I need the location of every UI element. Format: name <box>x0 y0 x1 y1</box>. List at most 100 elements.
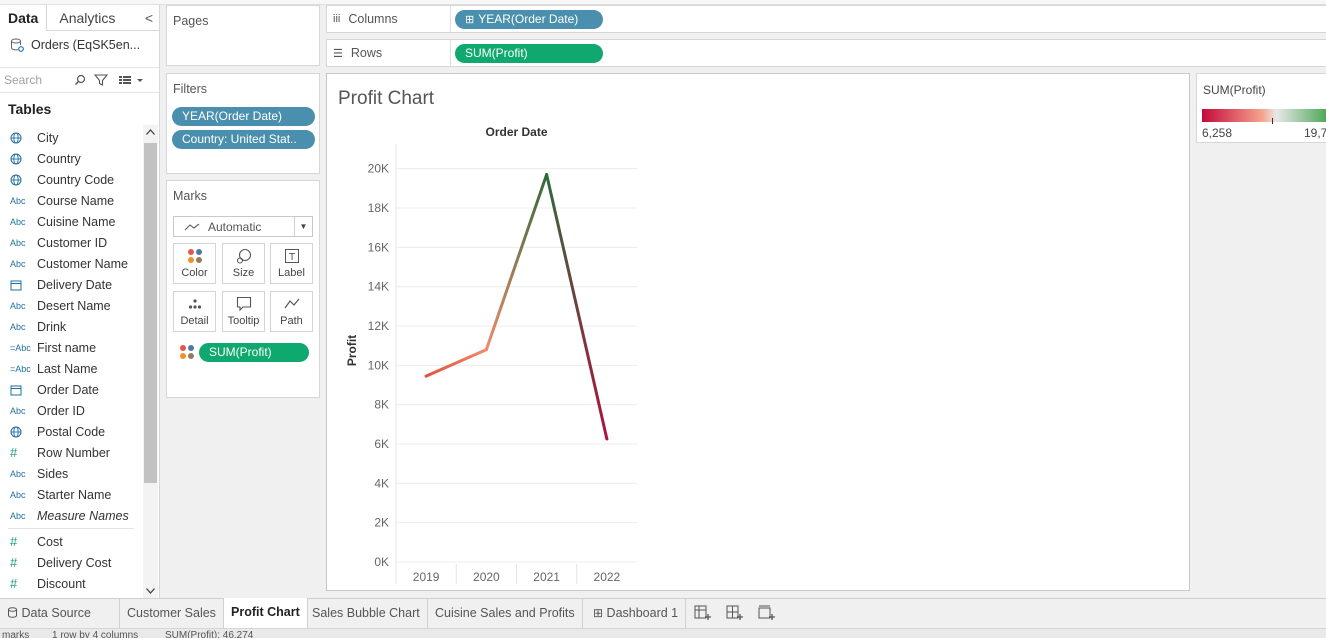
rows-pill[interactable]: SUM(Profit) <box>455 44 603 63</box>
dimension-field-item[interactable]: # Row Number <box>0 442 142 463</box>
field-name: Delivery Date <box>37 277 113 292</box>
search-input[interactable]: Search <box>4 70 88 90</box>
y-tick-label: 20K <box>368 162 389 176</box>
tab-dashboard-1[interactable]: ⊞ Dashboard 1 <box>586 599 687 628</box>
globe-icon <box>10 426 22 437</box>
sheet-title: Profit Chart <box>338 88 435 109</box>
new-worksheet-icon[interactable] <box>694 605 714 623</box>
new-story-icon[interactable] <box>758 605 778 623</box>
dimension-field-item[interactable]: Country Code <box>0 169 142 190</box>
pages-shelf[interactable]: Pages <box>166 5 320 66</box>
legend-tick <box>1272 118 1273 124</box>
field-type-icon: Abc <box>10 300 26 311</box>
marks-detail-button[interactable]: Detail <box>173 291 216 332</box>
new-dashboard-icon[interactable] <box>726 605 746 623</box>
measure-field-item[interactable]: # Delivery Cost <box>0 552 142 573</box>
tab-customer-sales[interactable]: Customer Sales <box>120 599 224 628</box>
columns-shelf[interactable]: iii Columns ⊞ YEAR(Order Date) <box>326 5 1326 33</box>
field-name: Order Date <box>37 382 99 397</box>
tab-dashboard-label: Dashboard 1 <box>606 606 679 620</box>
field-name: Delivery Cost <box>37 555 112 570</box>
dimension-field-item[interactable]: Postal Code <box>0 421 142 442</box>
filter-pill-year[interactable]: YEAR(Order Date) <box>172 107 315 126</box>
dimension-field-item[interactable]: =Abc First name <box>0 337 142 358</box>
globe-icon <box>10 153 22 164</box>
marks-size-button[interactable]: Size <box>222 243 265 284</box>
dimension-field-item[interactable]: Abc Desert Name <box>0 295 142 316</box>
datasource-item[interactable]: Orders (EqSK5en... <box>0 31 159 59</box>
dimension-field-item[interactable]: Abc Cuisine Name <box>0 211 142 232</box>
tab-data[interactable]: Data <box>0 5 48 31</box>
field-name: Customer Name <box>37 256 128 271</box>
scroll-up-icon[interactable] <box>143 125 158 139</box>
field-name: Cost <box>37 534 63 549</box>
filter-pill-country[interactable]: Country: United Stat.. <box>172 130 315 149</box>
tab-data-source[interactable]: Data Source <box>0 599 120 628</box>
scroll-thumb[interactable] <box>144 143 157 483</box>
view-list-icon[interactable] <box>114 71 148 89</box>
dimension-field-item[interactable]: Abc Drink <box>0 316 142 337</box>
field-name: Course Name <box>37 193 115 208</box>
marks-color-button[interactable]: Color <box>173 243 216 284</box>
columns-pill[interactable]: ⊞ YEAR(Order Date) <box>455 10 603 29</box>
filter-icon[interactable] <box>92 71 110 89</box>
y-tick-label: 8K <box>374 398 389 412</box>
field-type-icon <box>10 426 34 438</box>
columns-label: Columns <box>348 12 398 26</box>
data-point <box>484 348 488 351</box>
field-list-scrollbar[interactable] <box>143 125 158 598</box>
calendar-icon <box>10 280 22 290</box>
measure-field-item[interactable]: # Discount <box>0 573 142 594</box>
dimension-field-item[interactable]: City <box>0 127 142 148</box>
tab-sales-bubble-chart[interactable]: Sales Bubble Chart <box>305 599 428 628</box>
tab-cuisine-sales[interactable]: Cuisine Sales and Profits <box>428 599 583 628</box>
scroll-down-icon[interactable] <box>143 584 158 598</box>
color-legend[interactable]: SUM(Profit) 6,258 19,7 <box>1196 73 1326 143</box>
dimension-field-item[interactable]: Abc Customer ID <box>0 232 142 253</box>
field-type-icon: Abc <box>10 321 26 332</box>
field-name: Customer ID <box>37 235 108 250</box>
view-canvas[interactable]: Profit Chart Order Date 0K 2K 4K 6K 8K 10K 12K 1… <box>326 73 1190 591</box>
filters-shelf[interactable]: Filters YEAR(Order Date) Country: United… <box>166 73 320 174</box>
columns-label-area: iii Columns <box>327 6 451 32</box>
dimension-field-item[interactable]: Abc Measure Names <box>0 505 142 526</box>
collapse-pane-button[interactable]: < <box>144 10 154 26</box>
y-tick-label: 6K <box>374 437 389 451</box>
data-pane: Data Analytics < Orders (EqSK5en... Sear… <box>0 5 160 598</box>
tab-analytics[interactable]: Analytics <box>59 10 116 26</box>
dimension-field-item[interactable]: Abc Course Name <box>0 190 142 211</box>
measure-field-item[interactable]: # Cost <box>0 531 142 552</box>
measure-field-item[interactable]: =#Profit <box>0 594 142 598</box>
marks-path-button[interactable]: Path <box>270 291 313 332</box>
database-icon <box>8 607 17 618</box>
calendar-icon <box>10 385 22 395</box>
field-type-icon <box>10 132 34 144</box>
y-tick-label: 0K <box>374 555 389 569</box>
legend-max: 19,7 <box>1304 126 1326 140</box>
dimension-field-item[interactable]: Abc Starter Name <box>0 484 142 505</box>
legend-gradient <box>1202 109 1326 122</box>
top-toolbar-strip <box>0 0 1326 5</box>
tab-profit-chart[interactable]: Profit Chart <box>224 598 308 628</box>
field-name: Discount <box>37 576 86 591</box>
mark-type-value: Automatic <box>208 219 262 234</box>
dimension-field-item[interactable]: Abc Sides <box>0 463 142 484</box>
columns-pill-label: YEAR(Order Date) <box>478 12 579 26</box>
marks-label-button[interactable]: T Label <box>270 243 313 284</box>
dimension-field-item[interactable]: Abc Customer Name <box>0 253 142 274</box>
field-type-icon: Abc <box>10 489 26 500</box>
marks-tooltip-button[interactable]: Tooltip <box>222 291 265 332</box>
dimension-field-item[interactable]: =Abc Last Name <box>0 358 142 379</box>
dimension-field-item[interactable]: Abc Order ID <box>0 400 142 421</box>
line-mark-icon <box>184 223 200 230</box>
marks-card: Marks Automatic ▼ Color Size T Label Det… <box>166 180 320 398</box>
mark-type-dropdown[interactable]: Automatic ▼ <box>173 216 313 237</box>
marks-color-pill[interactable]: SUM(Profit) <box>199 343 309 362</box>
dimension-field-item[interactable]: Delivery Date <box>0 274 142 295</box>
dimension-field-item[interactable]: Order Date <box>0 379 142 400</box>
field-type-icon: Abc <box>10 405 26 416</box>
field-name: Profit <box>37 598 66 599</box>
dimension-field-item[interactable]: Country <box>0 148 142 169</box>
rows-shelf[interactable]: ☰ Rows SUM(Profit) <box>326 39 1326 67</box>
line-chart[interactable]: Order Date0K2K4K6K8K10K12K14K16K18K20KPr… <box>327 74 1189 590</box>
